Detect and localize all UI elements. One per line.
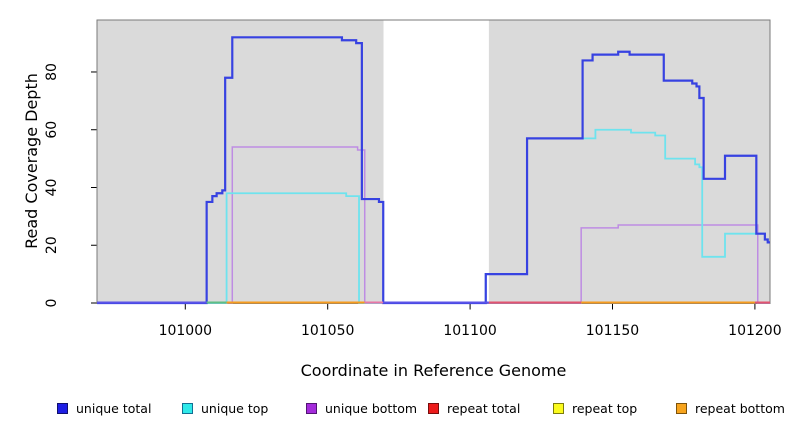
x-tick-label: 101150 [586,323,639,339]
series-unique-total [97,36,770,305]
x-tick-label: 101000 [159,323,212,339]
unique-top-swatch-icon [182,403,193,414]
legend-label: unique total [76,401,152,416]
x-tick-label: 101050 [301,323,354,339]
legend-item-repeat-total: repeat total [428,401,520,416]
y-tick-label: 80 [44,63,60,81]
shaded-region [488,20,770,304]
unique-total-swatch-icon [57,403,68,414]
legend-item-unique-top: unique top [182,401,268,416]
repeat-total-swatch-icon [428,403,439,414]
legend-item-unique-total: unique total [57,401,151,416]
x-axis-title: Coordinate in Reference Genome [300,361,567,380]
legend-label: repeat bottom [695,401,785,416]
series-unique-top [97,128,770,304]
y-tick-label: 60 [44,121,60,139]
y-axis-title: Read Coverage Depth [22,73,41,249]
unique-bottom-swatch-icon [306,403,317,414]
legend-label: repeat top [572,401,638,416]
repeat-bottom-swatch-icon [676,403,687,414]
legend-label: unique top [201,401,269,416]
x-tick-label: 101200 [728,323,781,339]
legend-item-unique-bottom: unique bottom [306,401,417,416]
legend-label: repeat total [447,401,521,416]
x-tick-label: 101100 [443,323,496,339]
y-tick-label: 0 [44,299,60,308]
shaded-region [97,20,384,304]
y-tick-label: 40 [44,179,60,197]
legend-item-repeat-bottom: repeat bottom [676,401,785,416]
repeat-top-swatch-icon [553,403,564,414]
y-tick-label: 20 [44,236,60,254]
legend-label: unique bottom [325,401,418,416]
legend-item-repeat-top: repeat top [553,401,637,416]
legend: unique total unique top unique bottom repea… [0,401,792,421]
